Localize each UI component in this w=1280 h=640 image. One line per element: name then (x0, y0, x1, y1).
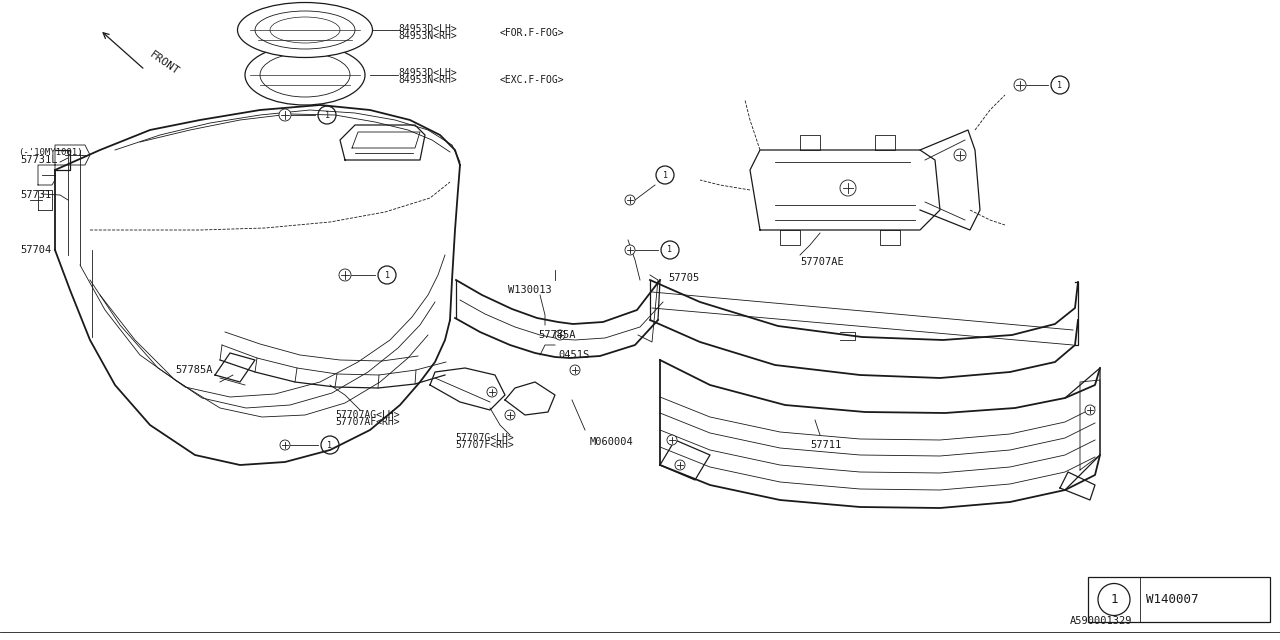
Text: 1: 1 (384, 271, 389, 280)
Circle shape (280, 440, 291, 450)
Circle shape (840, 180, 856, 196)
Text: A590001329: A590001329 (1070, 616, 1133, 626)
Text: 57707AG<LH>: 57707AG<LH> (335, 410, 399, 420)
Circle shape (339, 269, 351, 281)
Circle shape (1014, 79, 1027, 91)
Text: 1: 1 (667, 246, 672, 255)
Text: 1: 1 (1110, 593, 1117, 606)
Text: 1: 1 (325, 111, 329, 120)
Text: 57705: 57705 (668, 273, 699, 283)
Text: 84953D<LH>: 84953D<LH> (398, 24, 457, 34)
Text: 57731L: 57731L (20, 155, 58, 165)
Text: 57707G<LH>: 57707G<LH> (454, 433, 513, 443)
Text: 1: 1 (328, 440, 333, 449)
Circle shape (1085, 405, 1094, 415)
Circle shape (625, 245, 635, 255)
Circle shape (667, 435, 677, 445)
Ellipse shape (244, 45, 365, 105)
Text: 57731: 57731 (20, 190, 51, 200)
Text: W130013: W130013 (508, 285, 552, 295)
Text: 84953N<RH>: 84953N<RH> (398, 31, 457, 41)
Ellipse shape (238, 3, 372, 58)
Circle shape (954, 149, 966, 161)
Circle shape (279, 109, 291, 121)
Text: 57707AF<RH>: 57707AF<RH> (335, 417, 399, 427)
Text: (-'10MY1001): (-'10MY1001) (18, 148, 82, 157)
Text: FRONT: FRONT (148, 49, 182, 77)
Circle shape (570, 365, 580, 375)
Circle shape (506, 410, 515, 420)
Text: W140007: W140007 (1146, 593, 1198, 606)
Text: 57711: 57711 (810, 440, 841, 450)
Circle shape (625, 195, 635, 205)
Text: 1: 1 (1057, 81, 1062, 90)
Text: <FOR.F-FOG>: <FOR.F-FOG> (500, 28, 564, 38)
Text: 57704: 57704 (20, 245, 51, 255)
Bar (1088, 577, 1270, 622)
Text: 1: 1 (663, 170, 667, 179)
Text: <EXC.F-FOG>: <EXC.F-FOG> (500, 75, 564, 85)
Text: 84953D<LH>: 84953D<LH> (398, 68, 457, 78)
Circle shape (486, 387, 497, 397)
Text: 57707AE: 57707AE (800, 257, 844, 267)
Text: 84953N<RH>: 84953N<RH> (398, 75, 457, 85)
Text: 0451S: 0451S (558, 350, 589, 360)
Text: 57707F<RH>: 57707F<RH> (454, 440, 513, 450)
Circle shape (675, 460, 685, 470)
Text: 57785A: 57785A (538, 330, 576, 340)
Circle shape (556, 330, 564, 340)
Text: M060004: M060004 (590, 437, 634, 447)
Text: 57785A: 57785A (175, 365, 212, 375)
